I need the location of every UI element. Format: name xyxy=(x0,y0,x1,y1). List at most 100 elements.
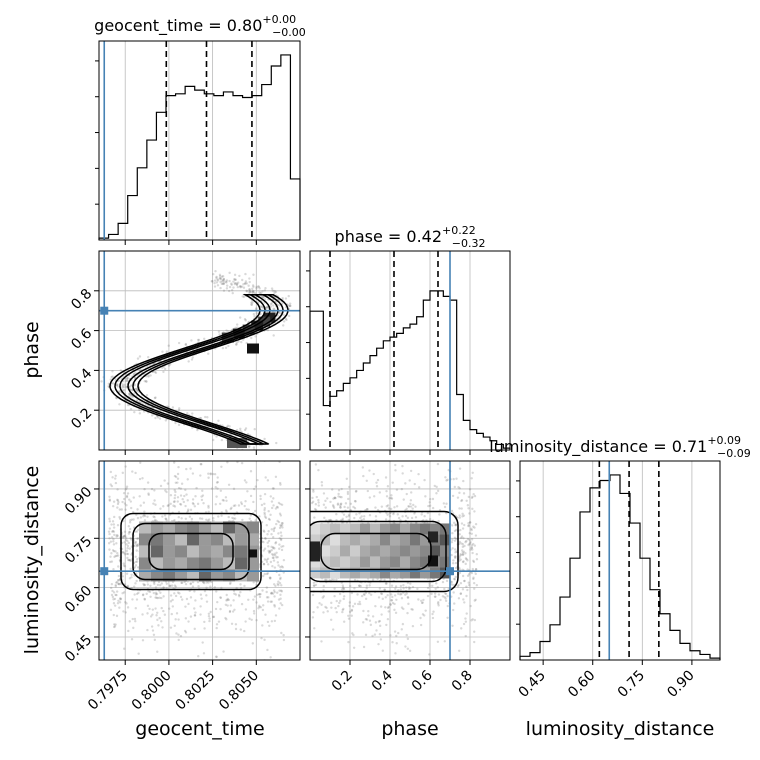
sample-point xyxy=(135,592,139,596)
sample-point xyxy=(199,417,203,420)
sample-point xyxy=(240,602,244,606)
sample-point xyxy=(317,499,320,502)
sample-point xyxy=(465,499,468,503)
sample-point xyxy=(358,584,361,587)
sample-point xyxy=(135,598,139,601)
sample-point xyxy=(411,624,415,628)
sample-point xyxy=(253,509,257,513)
sample-point xyxy=(123,553,127,556)
sample-point xyxy=(227,344,230,348)
sample-point xyxy=(433,592,437,595)
density-cell xyxy=(330,534,340,546)
sample-point xyxy=(399,593,402,596)
sample-point xyxy=(169,594,173,597)
sample-point xyxy=(136,566,140,569)
sample-point xyxy=(205,518,208,521)
sample-point xyxy=(164,419,168,422)
sample-point xyxy=(126,539,129,543)
sample-point xyxy=(452,477,455,481)
sample-point xyxy=(278,543,281,546)
sample-point xyxy=(125,385,128,388)
sample-point xyxy=(196,338,200,342)
sample-point xyxy=(468,538,471,542)
sample-point xyxy=(126,544,130,548)
sample-point xyxy=(250,618,253,621)
sample-point xyxy=(279,502,282,506)
density-cell xyxy=(440,545,450,557)
density-cell xyxy=(247,343,259,354)
sample-point xyxy=(385,511,388,515)
sample-point xyxy=(215,623,219,626)
sample-point xyxy=(118,403,121,406)
sample-point xyxy=(121,386,124,389)
sample-point xyxy=(274,475,278,479)
sample-point xyxy=(205,586,208,589)
sample-point xyxy=(314,583,318,587)
sample-point xyxy=(123,502,127,505)
sample-point xyxy=(406,596,410,599)
sample-point xyxy=(199,593,203,596)
sample-point xyxy=(143,514,147,518)
sample-point xyxy=(288,304,291,308)
sample-point xyxy=(240,340,243,344)
sample-point xyxy=(112,526,116,529)
sample-point xyxy=(209,610,212,614)
sample-point xyxy=(185,493,188,496)
sample-point xyxy=(334,606,337,610)
sample-point xyxy=(368,514,372,517)
sample-point xyxy=(142,582,145,586)
sample-point xyxy=(271,565,274,568)
sample-point xyxy=(340,496,343,499)
sample-point xyxy=(146,481,150,484)
sample-point xyxy=(112,538,115,541)
sample-point xyxy=(160,596,163,600)
sample-point xyxy=(365,584,369,587)
sample-point xyxy=(117,565,120,568)
sample-point xyxy=(387,610,390,613)
sample-point xyxy=(461,512,464,516)
sample-point xyxy=(278,481,282,485)
sample-point xyxy=(435,485,438,489)
density-cell xyxy=(410,556,420,568)
sample-point xyxy=(227,515,230,519)
density-cell xyxy=(430,567,440,579)
sample-point xyxy=(232,599,235,602)
sample-point xyxy=(241,518,244,522)
sample-point xyxy=(146,604,150,608)
sample-point xyxy=(466,537,470,541)
sample-point xyxy=(400,628,403,631)
sample-point xyxy=(125,549,129,553)
sample-point xyxy=(284,317,288,320)
sample-point xyxy=(394,469,397,472)
density-cell xyxy=(420,545,430,557)
sample-point xyxy=(267,549,270,553)
sample-point xyxy=(458,516,462,519)
x-tick-label: 0.8050 xyxy=(216,668,262,714)
sample-point xyxy=(282,638,286,642)
sample-point xyxy=(129,500,133,503)
truth-marker xyxy=(100,567,109,576)
sample-point xyxy=(250,336,253,340)
sample-point xyxy=(412,503,415,507)
sample-point xyxy=(216,278,219,281)
sample-point xyxy=(124,600,127,604)
density-cell xyxy=(310,567,320,579)
sample-point xyxy=(272,504,275,507)
sample-point xyxy=(365,479,368,482)
sample-point xyxy=(240,502,244,506)
density-cell xyxy=(175,521,187,534)
sample-point xyxy=(351,632,354,635)
sample-point xyxy=(278,581,282,585)
sample-point xyxy=(107,530,111,533)
sample-point xyxy=(225,499,228,502)
sample-point xyxy=(443,640,446,643)
sample-point xyxy=(282,320,286,323)
sample-point xyxy=(322,492,326,495)
sample-point xyxy=(112,382,115,385)
x-tick-label: 0.90 xyxy=(664,668,697,701)
sample-point xyxy=(464,540,467,544)
sample-point xyxy=(177,486,181,490)
sample-point xyxy=(453,577,456,581)
sample-point xyxy=(121,535,125,538)
sample-point xyxy=(368,469,371,472)
